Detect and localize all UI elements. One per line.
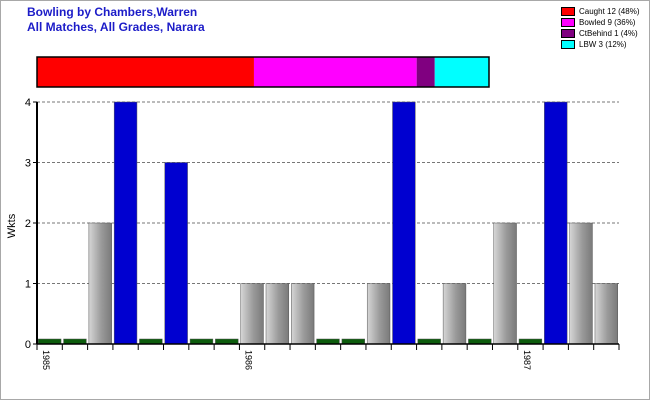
legend-item-bowled: Bowled 9 (36%) — [561, 17, 639, 28]
legend: Caught 12 (48%) Bowled 9 (36%) CtBehind … — [561, 6, 639, 50]
x-tick-label: 1986 — [243, 350, 253, 370]
legend-item-ctbehind: CtBehind 1 (4%) — [561, 28, 639, 39]
dismissal-segment-ctbehind — [416, 57, 435, 87]
y-tick-label: 3 — [25, 158, 31, 170]
legend-swatch-lbw — [561, 40, 575, 49]
bar — [392, 101, 416, 345]
legend-swatch-ctbehind — [561, 29, 575, 38]
y-tick-label: 4 — [25, 97, 31, 109]
legend-item-caught: Caught 12 (48%) — [561, 6, 639, 17]
bar — [544, 101, 568, 345]
legend-swatch-bowled — [561, 18, 575, 27]
axes: 0 1 2 3 4 1985 1986 1987 — [25, 97, 620, 370]
legend-label-lbw: LBW 3 (12%) — [579, 40, 627, 49]
bar — [88, 222, 112, 345]
bar — [265, 283, 290, 345]
bar — [569, 222, 593, 345]
chart-title: Bowling by Chambers,Warren — [27, 5, 198, 19]
chart-subtitle: All Matches, All Grades, Narara — [27, 20, 205, 34]
bar — [493, 222, 517, 345]
y-tick-label: 0 — [25, 339, 31, 351]
dismissal-segment-caught — [37, 57, 254, 87]
dismissal-bar-border — [36, 56, 490, 88]
dismissal-segment-bowled — [253, 57, 417, 87]
x-tick-label: 1987 — [522, 350, 532, 370]
bar — [291, 283, 315, 345]
x-tick-label: 1985 — [41, 350, 51, 370]
bar — [240, 283, 264, 345]
dismissal-segment-lbw — [434, 57, 489, 87]
legend-label-bowled: Bowled 9 (36%) — [579, 18, 636, 27]
legend-label-ctbehind: CtBehind 1 (4%) — [579, 29, 638, 38]
legend-label-caught: Caught 12 (48%) — [579, 7, 640, 16]
bar — [164, 162, 188, 345]
y-tick-label: 2 — [25, 218, 31, 230]
legend-item-lbw: LBW 3 (12%) — [561, 39, 639, 50]
bar — [366, 283, 391, 345]
dismissal-stacked-bar — [36, 56, 490, 88]
bar — [113, 101, 138, 345]
bar — [442, 283, 467, 345]
y-axis-label: Wkts — [6, 213, 18, 238]
legend-swatch-caught — [561, 7, 575, 16]
y-tick-label: 1 — [25, 279, 31, 291]
bar — [594, 283, 618, 345]
